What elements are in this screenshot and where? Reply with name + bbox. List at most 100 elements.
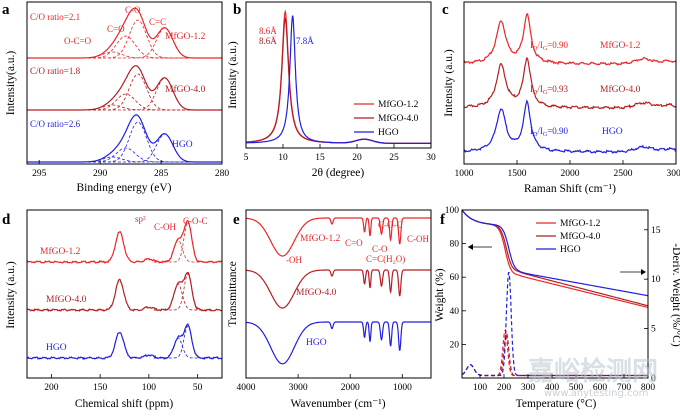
panel-c-label-mfgo40: MfGO-4.0: [600, 84, 641, 95]
panel-d-x-tick-label: 150: [93, 383, 108, 393]
panel-f-ylabel: Weight (%): [434, 268, 446, 321]
panel-e-x-tick-label: 1000: [393, 383, 412, 393]
panel-c-ylabel: Intensity (a.u.): [443, 49, 455, 117]
panel-f-y-tick-label: 80: [450, 240, 460, 250]
panel-e-plot: [245, 217, 431, 365]
panel-e-x-tick-label: 4000: [237, 383, 256, 393]
panel-b-x-tick-label: 5: [244, 153, 249, 163]
panel-a-ratio-2: C/O ratio=1.8: [30, 66, 81, 76]
panel-a-xlabel: Binding energy (eV): [77, 182, 172, 194]
panel-d-label-hgo: HGO: [46, 343, 67, 353]
panel-f-ticks: 100 200 300 400 500 600 700 800 20 40 60 80 100 0 5 10 1…: [445, 206, 661, 393]
panel-e: e -OH C=O C-O C-O-C C-OH C=C(H₂O) MfGO-1…: [227, 209, 432, 410]
panel-a-x-tick-label: 285: [154, 169, 169, 179]
panel-d-xlabel: Chemical shift (ppm): [75, 398, 174, 410]
panel-d-x-ticks: 200 150 100 50: [44, 374, 203, 393]
panel-c-x-tick-label: 2000: [561, 169, 580, 179]
panel-f-x-tick-label: 800: [641, 383, 656, 393]
panel-a-component-mfgo12-1: [87, 35, 198, 59]
panel-e-band-c=o: C=O: [345, 238, 363, 248]
panel-a-x-tick-label: 295: [32, 169, 47, 179]
panel-a-ratio-1: C/O ratio=2.1: [30, 12, 80, 22]
panel-f-dtg-hgo: [461, 271, 648, 377]
panel-c-x-tick-label: 2500: [614, 169, 633, 179]
panel-f-y-tick-label: 60: [450, 273, 460, 283]
panel-a: a C/O ratio=2.1 C/O ratio=1.8 C/O ratio=…: [2, 1, 230, 194]
panel-f-xlabel: Temperature (°C): [516, 398, 597, 410]
panel-c-letter: c: [442, 2, 449, 18]
panel-c-x-tick-label: 1500: [508, 169, 527, 179]
panel-b-x-tick-label: 25: [389, 153, 399, 163]
panel-f-right-axis-arrowhead: [641, 269, 646, 275]
panel-d-x-tick-label: 100: [142, 383, 157, 393]
panel-a-frame: [26, 1, 223, 165]
panel-a-label-hgo: HGO: [172, 140, 193, 150]
panel-f-ylabel-right: -Deriv. Weight (%/°C): [670, 243, 680, 346]
panel-f-legend-2: MfGO-4.0: [560, 231, 601, 242]
panel-b-plot: [245, 9, 431, 144]
panel-e-label-mfgo12: MfGO-1.2: [300, 233, 341, 244]
panel-f-y-tick-label: 40: [450, 307, 460, 317]
panel-f-x-tick-label: 700: [617, 383, 632, 393]
panel-a-peak-c-o: C-O: [125, 5, 141, 15]
panel-b-x-ticks: 5 10 15 20 25 30: [244, 144, 436, 163]
panel-d-ylabel: Intensity (a.u.): [5, 261, 17, 329]
panel-b-x-tick-label: 10: [278, 153, 288, 163]
watermark-url: www.anytesting.com: [544, 388, 648, 399]
panel-c-x-ticks: 1000 1500 2000 2500 3000: [455, 160, 680, 179]
panel-d-x-tick-label: 50: [193, 383, 203, 393]
panel-c-ratio-2: ID/IG=0.93: [530, 84, 569, 96]
panel-c-ratio-3: ID/IG=0.90: [530, 126, 569, 138]
panel-f-x-tick-label: 200: [497, 383, 512, 393]
panel-b-ylabel: Intensity (a.u.): [227, 41, 239, 109]
panel-f-frame: [461, 209, 649, 379]
panel-b-frame: [245, 1, 432, 149]
panel-e-label-mfgo40: MfGO-4.0: [296, 287, 337, 298]
panel-a-component-mfgo40-1: [87, 93, 198, 111]
panel-a-ratio-3: C/O ratio=2.6: [30, 119, 81, 129]
panel-b-legend-3: HGO: [378, 128, 399, 138]
panel-d-label-mfgo40: MfGO-4.0: [46, 294, 87, 305]
panel-a-component-hgo-0: [87, 121, 198, 163]
panel-d-plot: [26, 219, 223, 361]
panel-e-x-tick-label: 2000: [341, 383, 360, 393]
panel-e-band-oh: -OH: [286, 255, 302, 265]
panel-e-series-hgo: [245, 321, 431, 365]
panel-e-x-tick-label: 3000: [289, 383, 308, 393]
panel-d-label-mfgo12: MfGO-1.2: [40, 246, 81, 257]
panel-a-series-mfgo12: [27, 7, 222, 59]
panel-c: c ID/IG=0.90 ID/IG=0.93 ID/IG=0.90 MfGO-…: [442, 1, 680, 195]
panel-f-yr-tick-label: 0: [651, 374, 656, 384]
panel-e-frame: [245, 209, 432, 379]
panel-e-band-c-o: C-O: [372, 244, 388, 254]
panel-d-component-hgo-0: [153, 337, 208, 359]
panel-f-tga-hgo: [461, 209, 649, 297]
panel-c-series-mfgo12: [463, 12, 677, 66]
panel-a-peak-c=c: C=C: [149, 17, 166, 27]
panel-d-letter: d: [2, 212, 11, 228]
panel-c-x-tick-label: 1000: [455, 169, 474, 179]
panel-a-peak-c=o: C=O: [107, 24, 125, 34]
panel-a-component-hgo-1: [87, 147, 198, 163]
panel-f-legend-3: HGO: [560, 245, 581, 255]
panel-b-d-label-1: 8.6Å: [259, 26, 277, 36]
panel-a-letter: a: [2, 2, 10, 18]
panel-a-component-mfgo12-3: [87, 51, 198, 59]
panel-d-peak-c-o-c: C-O-C: [183, 216, 208, 226]
panel-d-component-mfgo40-1: [153, 273, 208, 311]
panel-f-legend-1: MfGO-1.2: [560, 218, 601, 229]
panel-f-plot: [461, 209, 649, 377]
panel-c-ratio-1: ID/IG=0.90: [530, 40, 569, 52]
panel-f-x-tick-label: 400: [545, 383, 560, 393]
panel-a-component-hgo-3: [87, 156, 198, 163]
panel-a-x-tick-label: 280: [215, 169, 230, 179]
panel-b-legend-1: MfGO-1.2: [378, 99, 419, 110]
panel-a-label-mfgo12: MfGO-1.2: [165, 31, 206, 42]
panel-d-peak-sp2: sp²: [135, 214, 146, 224]
panel-e-xlabel: Wavenumber (cm⁻¹): [290, 398, 385, 410]
panel-a-peak-o-c=o: O-C=O: [64, 36, 92, 46]
panel-f-x-tick-label: 100: [473, 383, 488, 393]
panel-b: b 8.6Å 8.6Å 7.8Å MfGO-1.2 MfGO-4.0 HGO 5…: [227, 1, 436, 179]
panel-e-ylabel: Transmittance: [227, 261, 239, 326]
